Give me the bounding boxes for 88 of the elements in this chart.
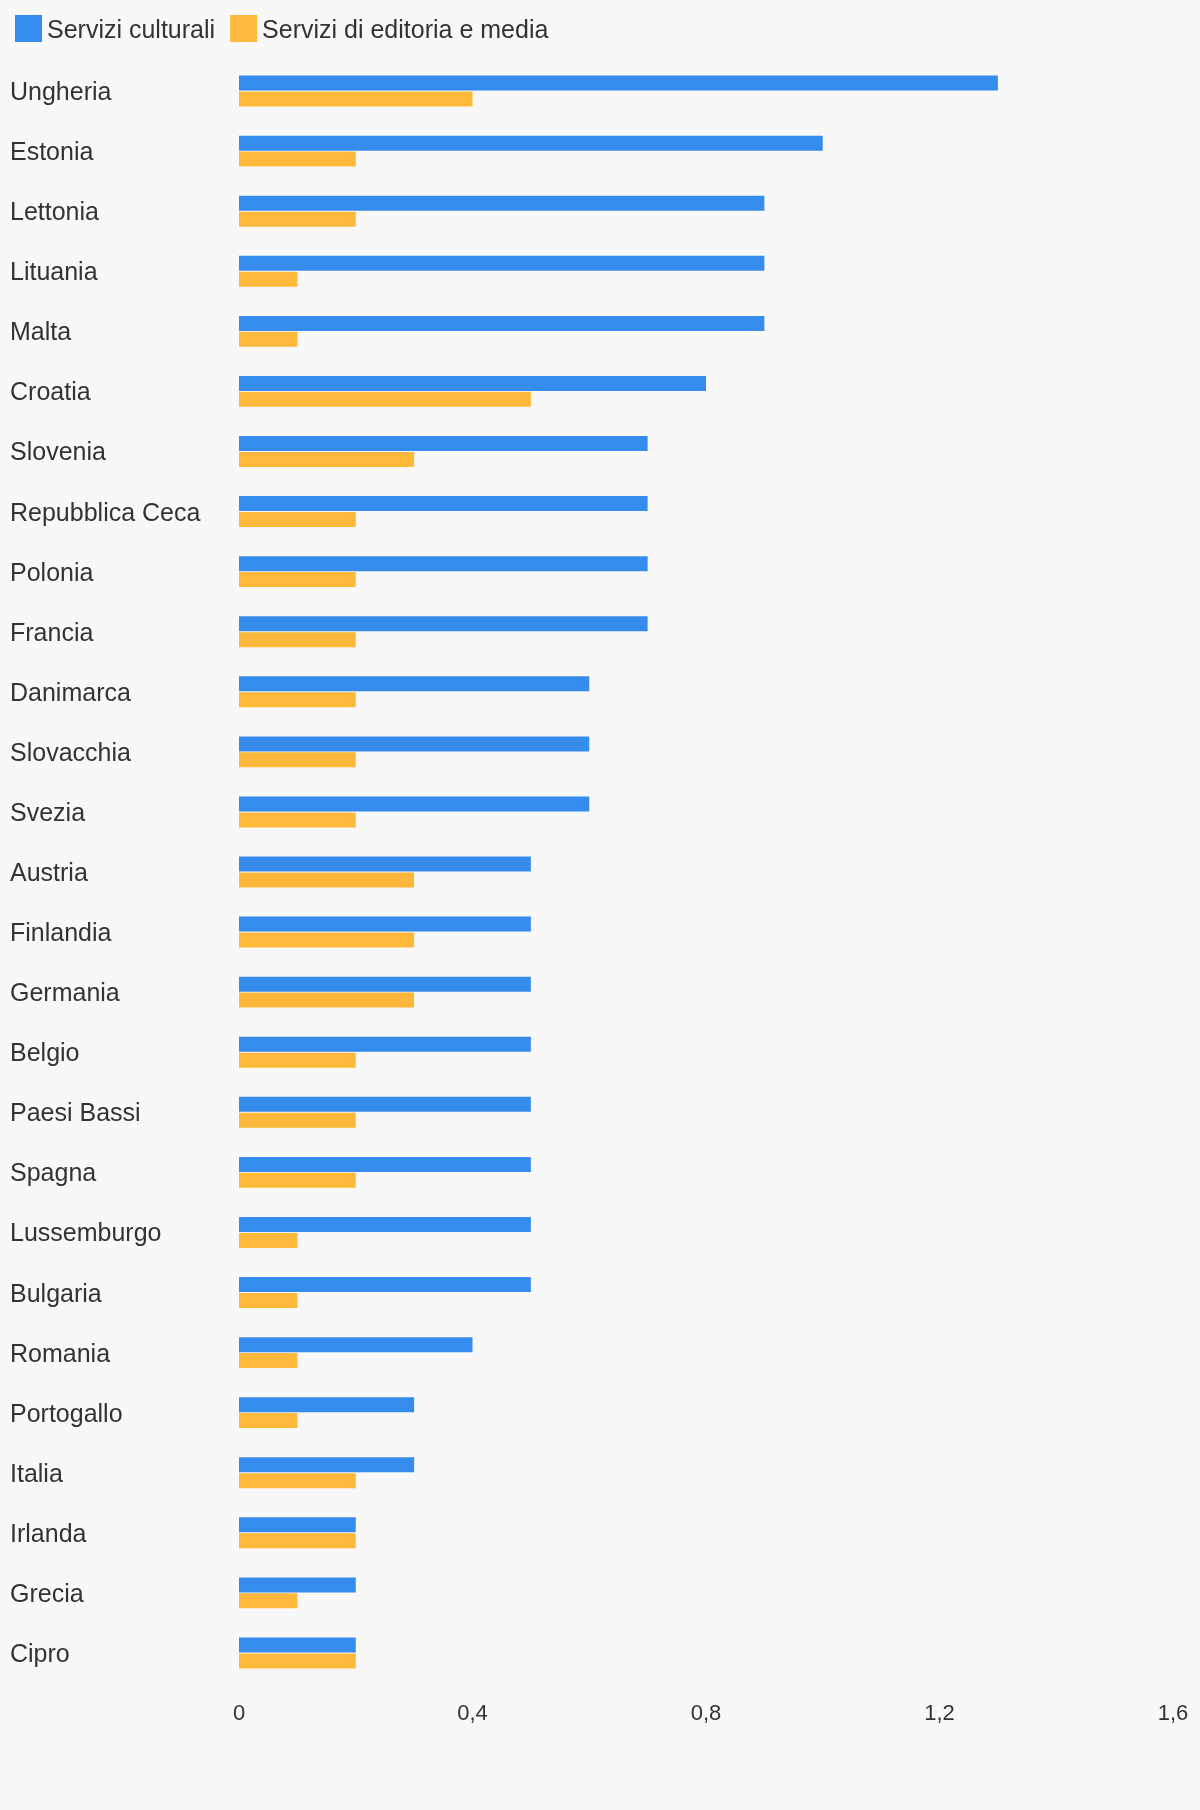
- y-tick-label: Slovacchia: [10, 737, 131, 766]
- y-tick-label: Finlandia: [10, 918, 112, 947]
- bar: [239, 1292, 298, 1308]
- bar: [239, 1413, 298, 1429]
- y-tick-label: Spagna: [10, 1158, 97, 1187]
- bar: [239, 512, 356, 528]
- y-tick-label: Ungheria: [10, 77, 112, 106]
- bar: [239, 616, 648, 632]
- y-tick-label: Repubblica Ceca: [10, 497, 201, 526]
- bar: [239, 255, 765, 271]
- bar: [239, 796, 590, 812]
- bar: [239, 916, 531, 932]
- bar: [239, 572, 356, 588]
- x-tick-label: 1,2: [924, 1699, 955, 1725]
- bar: [239, 1112, 356, 1128]
- y-tick-label: Malta: [10, 317, 72, 346]
- y-tick-label: Grecia: [10, 1578, 84, 1607]
- bar: [239, 976, 531, 992]
- bar: [239, 1277, 531, 1293]
- bar: [239, 271, 298, 287]
- y-tick-label: Portogallo: [10, 1398, 123, 1427]
- bar: [239, 1577, 356, 1593]
- bar: [239, 91, 473, 107]
- bar: [239, 556, 648, 572]
- bar: [239, 1397, 415, 1413]
- bar: [239, 1096, 531, 1112]
- bar: [239, 1036, 531, 1052]
- bar: [239, 1172, 356, 1188]
- bar: [239, 736, 590, 752]
- bar: [239, 151, 356, 167]
- bar: [239, 391, 531, 407]
- bar: [239, 496, 648, 512]
- x-tick-label: 1,6: [1157, 1699, 1189, 1725]
- bar: [239, 436, 648, 452]
- bar: [239, 676, 590, 692]
- y-tick-label: Danimarca: [10, 677, 131, 706]
- bar: [239, 1593, 298, 1609]
- y-tick-label: Lussemburgo: [10, 1218, 162, 1247]
- bar: [239, 451, 415, 467]
- bar: [239, 1457, 415, 1473]
- y-tick-label: Paesi Bassi: [10, 1098, 141, 1127]
- bar: [239, 1216, 531, 1232]
- y-tick-label: Bulgaria: [10, 1278, 102, 1307]
- bar: [239, 872, 415, 888]
- bar: [239, 812, 356, 828]
- legend-label: Servizi di editoria e media: [262, 14, 549, 43]
- y-tick-label: Estonia: [10, 137, 94, 166]
- bar: [239, 1156, 531, 1172]
- bar: [239, 75, 998, 91]
- bar: [239, 1517, 356, 1533]
- bar: [239, 1533, 356, 1549]
- bar: [239, 1473, 356, 1489]
- bar: [239, 1232, 298, 1248]
- legend-label: Servizi culturali: [47, 14, 216, 43]
- bar: [239, 932, 415, 948]
- y-tick-label: Belgio: [10, 1038, 80, 1067]
- bar: [239, 992, 415, 1008]
- x-tick-label: 0: [232, 1699, 246, 1725]
- bar: [239, 632, 356, 648]
- bar: [239, 195, 765, 211]
- y-tick-label: Lettonia: [10, 197, 100, 226]
- y-tick-label: Svezia: [10, 797, 86, 826]
- y-tick-label: Croatia: [10, 377, 91, 406]
- bar: [239, 752, 356, 768]
- bar: [239, 211, 356, 227]
- y-tick-label: Irlanda: [10, 1518, 87, 1547]
- bar: [239, 1353, 298, 1369]
- x-tick-label: 0,8: [690, 1699, 722, 1725]
- bar: [239, 692, 356, 708]
- y-tick-label: Germania: [10, 978, 120, 1007]
- bar: [239, 331, 298, 347]
- y-tick-label: Cipro: [10, 1638, 70, 1667]
- x-tick-label: 0,4: [457, 1699, 488, 1725]
- bar: [239, 856, 531, 872]
- bar: [239, 1637, 356, 1653]
- bar: [239, 135, 823, 151]
- bar: [239, 375, 706, 391]
- bar: [239, 1653, 356, 1669]
- y-tick-label: Francia: [10, 617, 94, 646]
- y-tick-label: Slovenia: [10, 437, 106, 466]
- bar: [239, 315, 765, 331]
- bar: [239, 1337, 473, 1353]
- y-tick-label: Polonia: [10, 557, 94, 586]
- y-tick-label: Romania: [10, 1338, 111, 1367]
- y-tick-label: Austria: [10, 858, 88, 886]
- y-tick-label: Lituania: [10, 257, 98, 286]
- bar: [239, 1052, 356, 1068]
- y-tick-label: Italia: [10, 1458, 63, 1487]
